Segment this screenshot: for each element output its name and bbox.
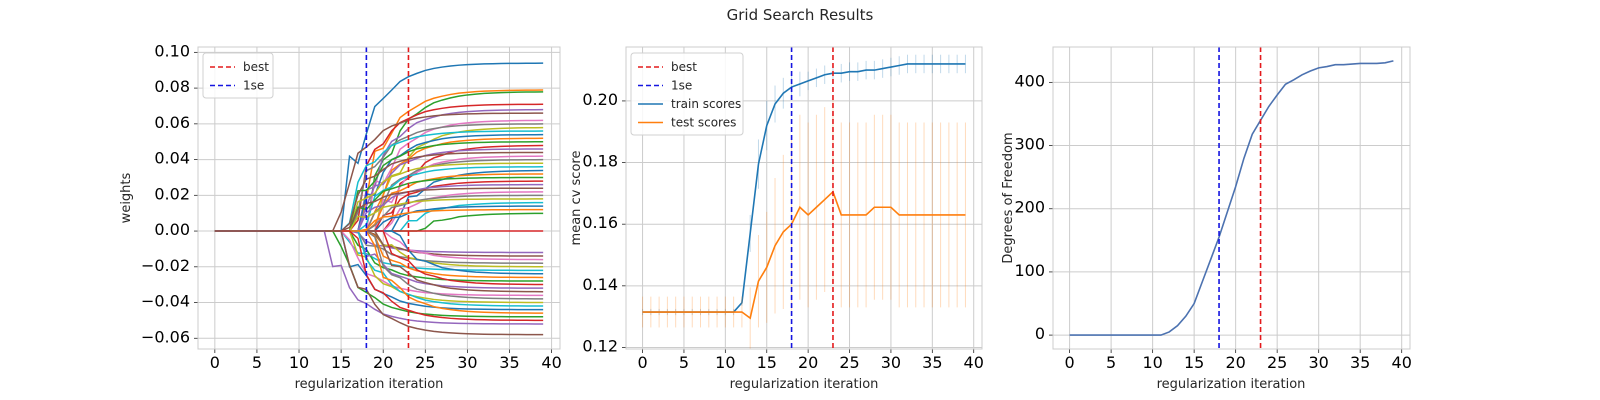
x-axis-label: regularization iteration bbox=[1157, 377, 1306, 392]
x-tick-label: 10 bbox=[1142, 353, 1162, 372]
x-tick-label: 15 bbox=[331, 353, 351, 372]
x-tick-label: 25 bbox=[839, 353, 859, 372]
x-tick-label: 0 bbox=[637, 353, 647, 372]
axes-frame bbox=[1052, 46, 1411, 350]
x-tick-label: 15 bbox=[1184, 353, 1204, 372]
y-tick-label: 0 bbox=[1035, 324, 1045, 343]
x-tick-label: 30 bbox=[457, 353, 477, 372]
y-tick-label: 0.08 bbox=[154, 77, 190, 96]
y-tick-label: 0.20 bbox=[582, 90, 618, 109]
series-line bbox=[1069, 60, 1394, 336]
plot-area bbox=[214, 47, 544, 349]
legend-label-best: best bbox=[243, 60, 269, 74]
y-axis-label: mean cv score bbox=[569, 151, 584, 246]
x-tick-label: 25 bbox=[1267, 353, 1287, 372]
y-tick-label: 0.12 bbox=[582, 336, 618, 355]
x-tick-label: 5 bbox=[252, 353, 262, 372]
x-tick-label: 25 bbox=[415, 353, 435, 372]
y-tick-label: −0.04 bbox=[141, 292, 190, 311]
x-tick-label: 20 bbox=[798, 353, 818, 372]
x-tick-label: 20 bbox=[1225, 353, 1245, 372]
legend-label-train-scores: train scores bbox=[671, 97, 741, 111]
y-tick-label: 100 bbox=[1014, 261, 1045, 280]
y-tick-label: 0.00 bbox=[154, 220, 190, 239]
y-axis-label: Degrees of Freedom bbox=[1001, 132, 1016, 263]
x-tick-label: 15 bbox=[757, 353, 777, 372]
y-tick-label: 200 bbox=[1014, 198, 1045, 217]
x-tick-label: 5 bbox=[679, 353, 689, 372]
figure-title: Grid Search Results bbox=[726, 6, 874, 24]
legend-label-1se: 1se bbox=[671, 79, 692, 93]
y-tick-label: 0.06 bbox=[154, 113, 190, 132]
test-scores-line bbox=[642, 190, 966, 320]
y-tick-label: −0.02 bbox=[141, 256, 190, 275]
x-tick-label: 10 bbox=[289, 353, 309, 372]
legend-label-1se: 1se bbox=[243, 79, 264, 93]
x-tick-label: 40 bbox=[1392, 353, 1412, 372]
coefficient-path bbox=[214, 230, 544, 318]
y-tick-label: 0.16 bbox=[582, 213, 618, 232]
axes-frame bbox=[197, 46, 561, 350]
axes-frame bbox=[625, 46, 983, 350]
coefficient-path bbox=[214, 230, 544, 336]
x-tick-label: 35 bbox=[922, 353, 942, 372]
plot-area bbox=[1069, 47, 1394, 349]
x-axis-label: regularization iteration bbox=[730, 377, 879, 392]
y-tick-label: 0.18 bbox=[582, 152, 618, 171]
chart-panel-1: 0 5 10 15 20 25 30 35 40 −0.06 −0.04 −0.02 0.00 0.02 0… bbox=[119, 41, 562, 392]
x-tick-label: 35 bbox=[1350, 353, 1370, 372]
x-tick-label: 10 bbox=[715, 353, 735, 372]
y-tick-label: −0.06 bbox=[141, 327, 190, 346]
x-tick-label: 30 bbox=[881, 353, 901, 372]
x-tick-label: 20 bbox=[373, 353, 393, 372]
y-tick-label: 0.04 bbox=[154, 149, 190, 168]
legend-label-test-scores: test scores bbox=[671, 116, 736, 130]
x-tick-label: 40 bbox=[964, 353, 984, 372]
legend-box bbox=[202, 52, 274, 99]
y-tick-label: 400 bbox=[1014, 71, 1045, 90]
chart-panel-2: 0 5 10 15 20 25 30 35 40 0.12 0.14 0.16 0.18 0.20 regu… bbox=[569, 46, 984, 392]
y-axis-label: weights bbox=[119, 172, 134, 223]
legend-box bbox=[630, 52, 744, 136]
x-tick-label: 30 bbox=[1308, 353, 1328, 372]
chart-panel-3: 0 5 10 15 20 25 30 35 400100200300400regularizat… bbox=[1001, 46, 1412, 392]
x-tick-label: 40 bbox=[541, 353, 561, 372]
y-tick-label: 0.02 bbox=[154, 184, 190, 203]
x-axis-label: regularization iteration bbox=[295, 377, 444, 392]
y-tick-label: 300 bbox=[1014, 135, 1045, 154]
x-tick-label: 0 bbox=[210, 353, 220, 372]
plot-area bbox=[642, 47, 966, 349]
y-tick-label: 0.14 bbox=[582, 275, 618, 294]
legend-label-best: best bbox=[671, 60, 697, 74]
y-tick-label: 0.10 bbox=[154, 41, 190, 60]
x-tick-label: 35 bbox=[499, 353, 519, 372]
x-tick-label: 0 bbox=[1065, 353, 1075, 372]
x-tick-label: 5 bbox=[1106, 353, 1116, 372]
